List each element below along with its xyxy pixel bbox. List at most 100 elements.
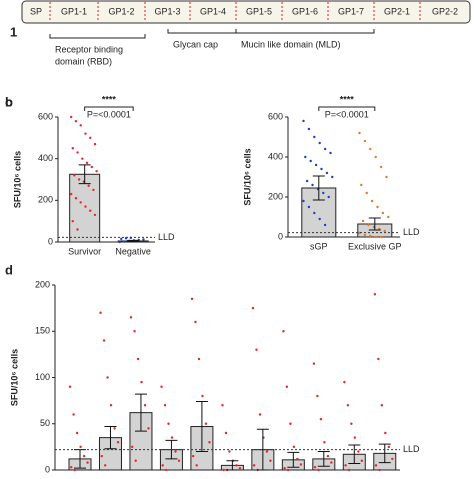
data-point xyxy=(376,205,379,209)
data-point xyxy=(174,450,177,453)
data-point xyxy=(235,464,238,467)
data-point xyxy=(377,357,380,361)
data-point xyxy=(302,199,305,203)
data-point xyxy=(325,171,329,175)
data-point xyxy=(129,316,133,319)
y-tick-label: 600 xyxy=(38,111,53,121)
data-point xyxy=(76,151,79,154)
error-bar xyxy=(317,451,330,467)
data-point xyxy=(350,422,353,425)
data-point xyxy=(224,431,228,435)
data-point xyxy=(106,376,109,379)
data-point xyxy=(255,348,258,351)
data-point xyxy=(353,436,357,439)
data-point xyxy=(134,459,137,462)
data-point xyxy=(302,119,305,123)
data-point xyxy=(347,468,351,472)
data-point xyxy=(68,385,72,388)
data-point xyxy=(363,139,367,143)
data-point xyxy=(379,235,383,239)
data-point xyxy=(312,362,316,365)
lld-label: LLD xyxy=(158,232,175,242)
lld-label: LLD xyxy=(403,444,420,454)
data-point xyxy=(252,464,256,467)
data-point xyxy=(299,463,303,466)
data-point xyxy=(374,155,377,159)
data-point xyxy=(120,237,123,241)
data-point xyxy=(79,201,82,204)
data-point xyxy=(109,404,113,407)
data-point xyxy=(391,457,394,461)
data-point xyxy=(77,178,81,181)
data-point xyxy=(374,235,377,239)
data-point xyxy=(73,174,76,177)
data-point xyxy=(133,330,136,333)
y-tick-label: 150 xyxy=(35,326,50,336)
data-point xyxy=(177,459,181,462)
data-point xyxy=(283,466,286,470)
x-tick-label: sGP xyxy=(310,241,328,251)
data-point xyxy=(320,167,323,171)
segment-label: GP1-2 xyxy=(108,6,134,16)
y-tick-label: 400 xyxy=(268,151,283,161)
segment-label: GP1-1 xyxy=(61,6,87,16)
data-point xyxy=(160,385,163,388)
data-point xyxy=(316,394,319,398)
data-point xyxy=(360,183,363,187)
data-point xyxy=(87,184,90,187)
data-point xyxy=(318,217,321,221)
data-point xyxy=(286,468,290,472)
segment-label: SP xyxy=(30,6,42,16)
y-axis-label: SFU/10⁶ cells xyxy=(12,151,22,208)
data-point xyxy=(265,450,269,453)
data-point xyxy=(72,413,75,416)
data-point xyxy=(314,163,318,167)
data-point xyxy=(161,464,164,467)
data-point xyxy=(163,404,167,407)
data-point xyxy=(360,459,364,462)
data-point xyxy=(296,457,299,461)
data-point xyxy=(90,165,94,169)
data-point xyxy=(307,205,311,209)
data-point xyxy=(384,431,387,435)
data-point xyxy=(75,431,79,435)
data-point xyxy=(86,461,89,464)
data-point xyxy=(387,445,391,449)
data-point xyxy=(104,464,107,467)
data-point xyxy=(76,228,79,231)
y-tick-label: 0 xyxy=(45,464,50,474)
data-point xyxy=(258,413,262,416)
y-tick-label: 50 xyxy=(40,418,50,428)
data-point xyxy=(357,450,360,453)
data-point xyxy=(387,215,390,219)
segment-label: GP1-5 xyxy=(246,6,272,16)
domain-label: Receptor binding xyxy=(55,44,123,54)
data-point xyxy=(373,293,377,296)
error-bar xyxy=(104,426,117,450)
data-point xyxy=(369,234,372,238)
panel-label: d xyxy=(5,262,13,277)
segment-label: GP1-6 xyxy=(292,6,318,16)
data-point xyxy=(323,223,327,227)
data-point xyxy=(73,468,76,472)
data-point xyxy=(74,119,78,123)
p-value: P=<0.0001 xyxy=(325,109,369,119)
data-point xyxy=(194,320,197,324)
data-point xyxy=(329,151,332,155)
data-point xyxy=(191,454,195,458)
data-point xyxy=(285,385,289,388)
data-point xyxy=(367,223,370,227)
data-point xyxy=(100,454,103,458)
data-point xyxy=(251,306,255,310)
data-point xyxy=(81,157,84,160)
data-point xyxy=(346,404,350,407)
data-point xyxy=(147,427,150,430)
lld-label: LLD xyxy=(403,227,420,237)
p-value: P=<0.0001 xyxy=(87,109,131,119)
data-point xyxy=(282,330,285,333)
error-bar xyxy=(378,443,391,464)
x-tick-label: Survivor xyxy=(68,246,101,256)
error-bar xyxy=(287,451,300,468)
data-point xyxy=(343,380,346,384)
